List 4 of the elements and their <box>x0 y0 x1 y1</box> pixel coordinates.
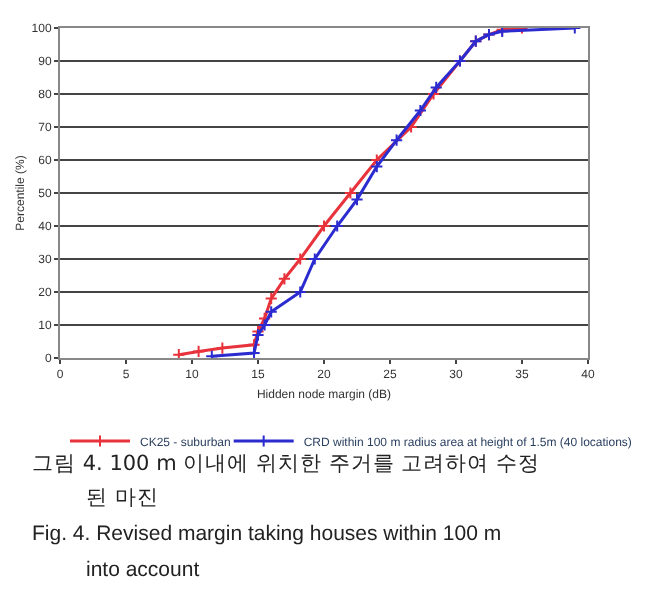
caption: 그림 4. 100 m 이내에 위치한 주거를 고려하여 수정 <box>32 452 540 476</box>
text: 된 마진 <box>86 486 159 510</box>
caption: Fig. 4. Revised margin taking houses within 100 m <box>32 522 502 546</box>
text: into account <box>86 558 200 582</box>
